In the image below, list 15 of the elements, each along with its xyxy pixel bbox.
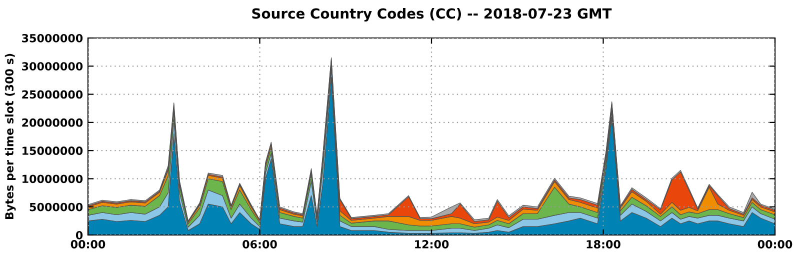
y-tick-label: 10000000 [22, 174, 83, 184]
y-tick-label: 20000000 [22, 118, 83, 127]
x-tick-label: 00:00 [70, 240, 106, 248]
y-tick-label: 0 [76, 230, 83, 240]
x-tick-label: 12:00 [415, 240, 449, 248]
y-tick-label: 15000000 [22, 146, 83, 155]
y-tick-label: 25000000 [22, 90, 83, 99]
x-tick-label: 18:00 [586, 240, 620, 248]
y-tick-label: 35000000 [22, 34, 83, 42]
x-tick-label: 00:00 [758, 240, 792, 248]
y-tick-label: 30000000 [22, 62, 83, 71]
y-axis-title: Bytes per time slot (300 s) [4, 54, 16, 219]
x-tick-label: 06:00 [242, 240, 277, 248]
y-tick-label: 5000000 [30, 202, 83, 212]
chart-title: Source Country Codes (CC) -- 2018-07-23 GMT [252, 8, 612, 22]
